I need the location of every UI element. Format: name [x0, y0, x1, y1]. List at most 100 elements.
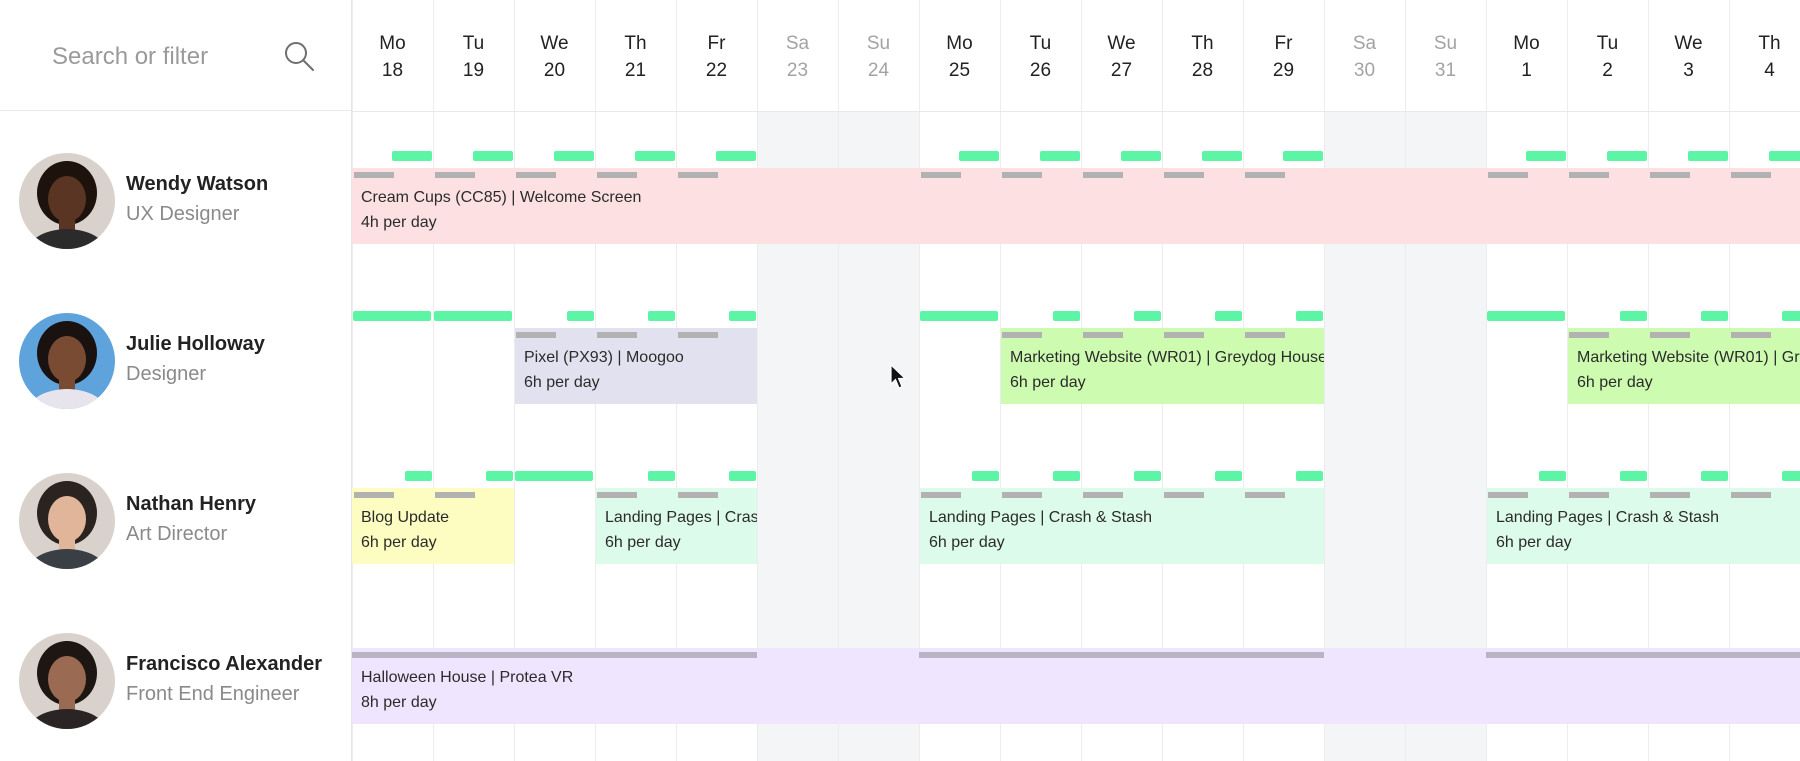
capacity-indicator — [1487, 311, 1565, 321]
capacity-indicator — [1607, 151, 1647, 161]
allocation-tick — [1650, 172, 1690, 178]
search-icon[interactable] — [283, 40, 315, 72]
allocation-line — [1729, 652, 1800, 658]
person-name[interactable]: Julie Holloway — [126, 333, 265, 355]
task-bar[interactable]: Halloween House | Protea VR 8h per day — [352, 648, 1800, 724]
allocation-tick — [921, 172, 961, 178]
column-divider — [351, 0, 352, 761]
day-header-th-4[interactable]: Th 4 — [1729, 30, 1800, 84]
day-number: 1 — [1521, 60, 1532, 81]
day-header-sa-23[interactable]: Sa 23 — [757, 30, 838, 84]
day-column-line — [514, 0, 515, 761]
task-title: Cream Cups (CC85) | Welcome Screen — [361, 189, 642, 206]
allocation-tick — [1002, 172, 1042, 178]
capacity-indicator — [1701, 311, 1728, 321]
day-column-line — [1324, 0, 1325, 761]
day-header-sa-30[interactable]: Sa 30 — [1324, 30, 1405, 84]
capacity-indicator — [1121, 151, 1161, 161]
allocation-tick — [354, 492, 394, 498]
search-input[interactable] — [50, 30, 274, 84]
task-title: Landing Pages | Crash & Stash — [929, 509, 1152, 526]
task-bar[interactable]: Marketing Website (WR01) | Greydog House… — [1001, 328, 1324, 404]
allocation-line — [1243, 652, 1324, 658]
allocation-tick — [354, 172, 394, 178]
day-of-week: Mo — [379, 33, 406, 54]
day-header-th-21[interactable]: Th 21 — [595, 30, 676, 84]
task-bar[interactable]: Landing Pages | Crash & Stash 6h per day — [596, 488, 757, 564]
allocation-tick — [435, 172, 475, 178]
task-bar[interactable]: Marketing Website (WR01) | Greydog House… — [1568, 328, 1800, 404]
schedule-timeline: Mo 18 Tu 19 We 20 Th 21 Fr 22 Sa 23 Su 24 Mo 25 Tu 26 We 27… — [352, 0, 1800, 761]
task-bar[interactable]: Cream Cups (CC85) | Welcome Screen 4h per… — [352, 168, 1800, 244]
capacity-indicator — [1134, 471, 1161, 481]
day-number: 30 — [1353, 60, 1376, 81]
allocation-line — [1162, 652, 1243, 658]
day-header-tu-26[interactable]: Tu 26 — [1000, 30, 1081, 84]
day-number: 21 — [624, 60, 647, 81]
day-header-tu-2[interactable]: Tu 2 — [1567, 30, 1648, 84]
day-number: 25 — [948, 60, 971, 81]
allocation-line — [1081, 652, 1162, 658]
day-header-mo-25[interactable]: Mo 25 — [919, 30, 1000, 84]
task-bar[interactable]: Landing Pages | Crash & Stash 6h per day — [920, 488, 1324, 564]
day-header-mo-18[interactable]: Mo 18 — [352, 30, 433, 84]
task-bar[interactable]: Landing Pages | Crash & Stash 6h per day — [1487, 488, 1800, 564]
day-number: 2 — [1602, 60, 1613, 81]
day-header-th-28[interactable]: Th 28 — [1162, 30, 1243, 84]
day-header-su-31[interactable]: Su 31 — [1405, 30, 1486, 84]
capacity-indicator — [515, 471, 593, 481]
francisco-avatar[interactable] — [19, 633, 115, 729]
capacity-indicator — [648, 471, 675, 481]
nathan-avatar[interactable] — [19, 473, 115, 569]
allocation-tick — [435, 492, 475, 498]
capacity-indicator — [1215, 311, 1242, 321]
day-header-fr-22[interactable]: Fr 22 — [676, 30, 757, 84]
allocation-line — [676, 652, 757, 658]
allocation-tick — [1164, 332, 1204, 338]
capacity-indicator — [1040, 151, 1080, 161]
day-column-line — [352, 0, 353, 761]
day-of-week: Tu — [1596, 33, 1619, 54]
capacity-indicator — [729, 311, 756, 321]
allocation-tick — [1164, 492, 1204, 498]
task-hours: 6h per day — [361, 534, 437, 551]
day-header-we-27[interactable]: We 27 — [1081, 30, 1162, 84]
allocation-tick — [1083, 332, 1123, 338]
task-hours: 6h per day — [1577, 374, 1653, 391]
capacity-indicator — [1782, 471, 1800, 481]
allocation-tick — [1245, 172, 1285, 178]
day-of-week: Th — [1191, 33, 1214, 54]
day-header-mo-1[interactable]: Mo 1 — [1486, 30, 1567, 84]
capacity-indicator — [1283, 151, 1323, 161]
person-name[interactable]: Francisco Alexander — [126, 653, 323, 675]
capacity-indicator — [1053, 311, 1080, 321]
day-header-tu-19[interactable]: Tu 19 — [433, 30, 514, 84]
task-bar[interactable]: Blog Update 6h per day — [352, 488, 514, 564]
task-bar[interactable]: Pixel (PX93) | Moogoo 6h per day — [515, 328, 757, 404]
person-row: Nathan Henry Art Director — [0, 473, 351, 583]
capacity-indicator — [959, 151, 999, 161]
allocation-tick — [597, 332, 637, 338]
person-role: UX Designer — [126, 203, 240, 225]
day-column-line — [1405, 0, 1406, 761]
day-number: 29 — [1272, 60, 1295, 81]
day-header-we-3[interactable]: We 3 — [1648, 30, 1729, 84]
day-header-fr-29[interactable]: Fr 29 — [1243, 30, 1324, 84]
julie-avatar[interactable] — [19, 313, 115, 409]
day-number: 22 — [705, 60, 728, 81]
day-of-week: Th — [1758, 33, 1781, 54]
capacity-indicator — [648, 311, 675, 321]
person-name[interactable]: Wendy Watson — [126, 173, 269, 195]
day-header-we-20[interactable]: We 20 — [514, 30, 595, 84]
allocation-line — [1648, 652, 1729, 658]
capacity-indicator — [1215, 471, 1242, 481]
allocation-line — [352, 652, 433, 658]
header-divider — [352, 111, 1800, 112]
person-name[interactable]: Nathan Henry — [126, 493, 257, 515]
day-of-week: Mo — [946, 33, 973, 54]
day-header-su-24[interactable]: Su 24 — [838, 30, 919, 84]
wendy-avatar[interactable] — [19, 153, 115, 249]
day-of-week: We — [1674, 33, 1703, 54]
allocation-tick — [1488, 492, 1528, 498]
